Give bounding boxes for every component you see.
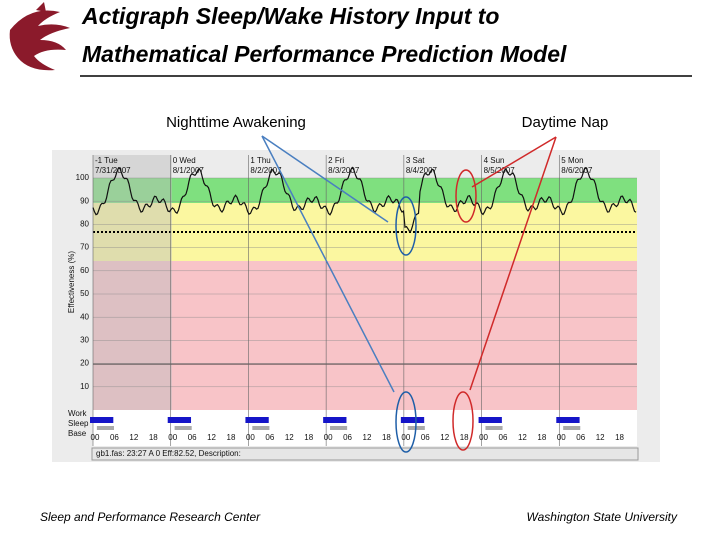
hour-label: 12 [440, 433, 449, 442]
hour-label: 06 [343, 433, 352, 442]
hour-label: 12 [129, 433, 138, 442]
shaded-day [93, 155, 172, 410]
arrow [261, 135, 395, 393]
base-block [96, 426, 114, 430]
day-date: 8/2/2007 [250, 166, 282, 175]
y-tick-label: 20 [80, 359, 89, 368]
hour-label: 06 [499, 433, 508, 442]
sleep-block [245, 417, 269, 423]
status-bar [91, 447, 639, 461]
hour-label: 18 [227, 433, 236, 442]
arrow [261, 135, 389, 223]
hour-label: 12 [285, 433, 294, 442]
sleep-block [90, 417, 114, 423]
y-tick-label: 50 [80, 289, 89, 298]
y-axis-label: Effectiveness (%) [67, 251, 76, 313]
sleep-block [478, 417, 502, 423]
band-green [93, 178, 637, 203]
day-name: 3 Sat [406, 156, 425, 165]
y-tick-label: 60 [80, 266, 89, 275]
day-date: 8/4/2007 [406, 166, 438, 175]
hour-label: 00 [168, 433, 177, 442]
hour-label: 18 [537, 433, 546, 442]
callout-label: Nighttime Awakening [166, 114, 306, 131]
y-tick-label: 40 [80, 312, 89, 321]
hour-label: 00 [246, 433, 255, 442]
sleep-block [556, 417, 580, 423]
row-label: Sleep [68, 419, 89, 428]
highlight [395, 391, 417, 453]
sleep-block [167, 417, 192, 423]
y-tick-label: 30 [80, 336, 89, 345]
hour-label: 18 [382, 433, 391, 442]
day-date: 8/1/2007 [173, 166, 205, 175]
hour-label: 18 [460, 433, 469, 442]
hour-label: 12 [596, 433, 605, 442]
arrow [469, 136, 557, 391]
y-tick-label: 70 [80, 243, 89, 252]
footer-left: Sleep and Performance Research Center [40, 510, 261, 524]
title-line: Mathematical Performance Prediction Mode… [82, 41, 567, 67]
highlight [455, 169, 477, 223]
sleep-block [323, 417, 347, 423]
callout-label: Daytime Nap [522, 114, 609, 131]
hour-label: 06 [188, 433, 197, 442]
highlight [395, 196, 417, 256]
day-name: 0 Wed [173, 156, 196, 165]
base-block [174, 426, 192, 430]
day-name: -1 Tue [95, 156, 118, 165]
y-tick-label: 90 [80, 196, 89, 205]
arrow [471, 136, 557, 188]
status-text: gb1.fas: 23:27 A 0 Eff:82.52, Descriptio… [96, 449, 241, 458]
y-tick-label: 10 [80, 382, 89, 391]
hour-label: 00 [479, 433, 488, 442]
hour-label: 06 [110, 433, 119, 442]
hour-label: 00 [401, 433, 410, 442]
y-tick-label: 80 [80, 220, 89, 229]
base-block [252, 426, 270, 430]
hour-label: 12 [518, 433, 527, 442]
day-name: 2 Fri [328, 156, 344, 165]
base-block [563, 426, 581, 430]
row-label: Base [68, 429, 87, 438]
base-block [330, 426, 348, 430]
hour-label: 18 [149, 433, 158, 442]
row-label: Work [68, 409, 88, 418]
effectiveness-curve [92, 166, 637, 233]
hour-label: 12 [363, 433, 372, 442]
day-name: 1 Thu [250, 156, 270, 165]
day-name: 4 Sun [484, 156, 505, 165]
screenshot: gb1.fas: 23:27 A 0 Eff:82.52, Descriptio… [52, 150, 660, 462]
hour-label: 18 [304, 433, 313, 442]
base-block [485, 426, 503, 430]
annotations [261, 135, 557, 453]
title-line: Actigraph Sleep/Wake History Input to [81, 3, 499, 29]
logo [9, 2, 70, 71]
footer-right: Washington State University [526, 510, 678, 524]
day-date: 8/6/2007 [561, 166, 593, 175]
hour-label: 06 [421, 433, 430, 442]
hour-label: 06 [576, 433, 585, 442]
hour-label: 18 [615, 433, 624, 442]
sleep-block [400, 417, 425, 423]
day-date: 7/31/2007 [95, 166, 131, 175]
hour-label: 06 [265, 433, 274, 442]
y-tick-label: 100 [76, 173, 90, 182]
hour-label: 00 [91, 433, 100, 442]
day-date: 8/3/2007 [328, 166, 360, 175]
hour-label: 00 [324, 433, 333, 442]
highlight [452, 391, 474, 451]
day-name: 5 Mon [561, 156, 583, 165]
hour-label: 00 [557, 433, 566, 442]
hour-label: 12 [207, 433, 216, 442]
